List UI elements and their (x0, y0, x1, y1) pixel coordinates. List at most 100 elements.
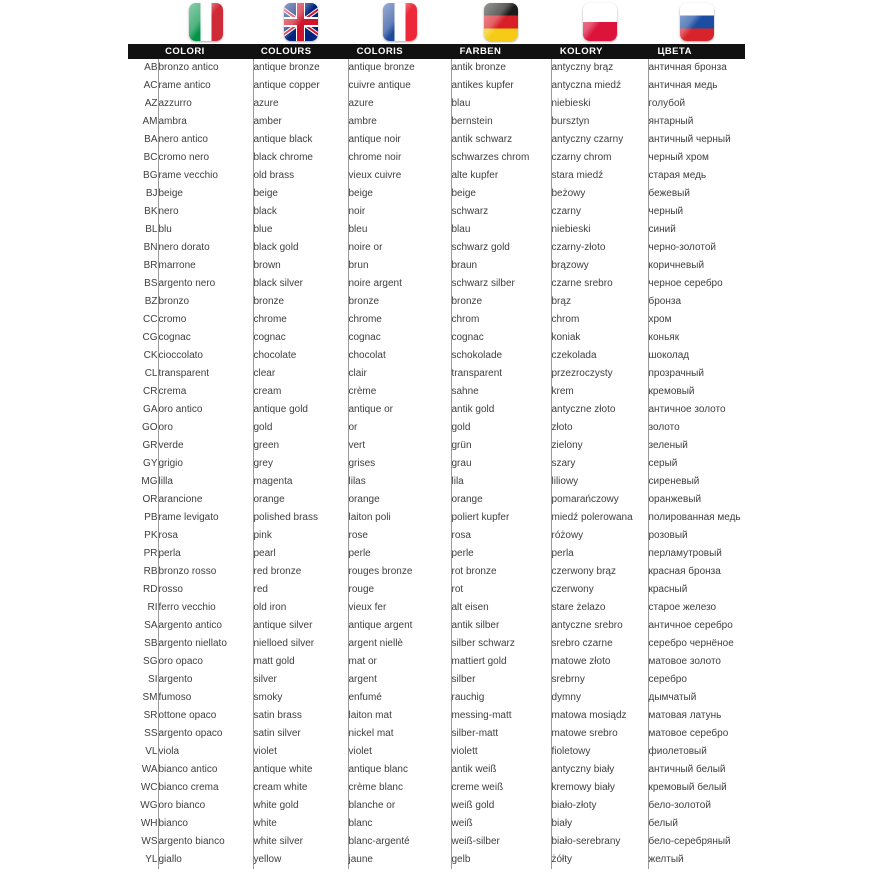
color-name-ru: янтарный (647, 113, 750, 131)
color-name-de: perle (450, 545, 551, 563)
uk-flag (283, 3, 318, 41)
color-name-it: ottone opaco (157, 707, 253, 725)
color-name-ru: кремовый (647, 383, 750, 401)
color-name-it: viola (157, 743, 253, 761)
color-name-ru: античное золото (647, 401, 750, 419)
color-name-it: blu (157, 221, 253, 239)
color-name-en: antique gold (252, 401, 348, 419)
color-name-en: white gold (252, 797, 348, 815)
color-name-it: nero dorato (157, 239, 253, 257)
color-name-fr: chocolat (347, 347, 451, 365)
flag-cell-french (348, 0, 451, 44)
color-name-de: grün (450, 437, 551, 455)
color-name-fr: crème blanc (347, 779, 451, 797)
table-row: BG rame vecchio old brass vieux cuivre alte … (128, 167, 750, 185)
color-name-de: mattiert gold (450, 653, 551, 671)
color-name-it: bronzo antico (157, 59, 253, 77)
color-code: CR (143, 386, 158, 397)
color-name-pl: stare żelazo (550, 599, 648, 617)
color-name-fr: antique bronze (347, 59, 451, 77)
color-name-de: gold (450, 419, 551, 437)
color-name-en: beige (252, 185, 348, 203)
table-row: CR crema cream crème sahne krem кремовый (128, 383, 750, 401)
color-code: SI (148, 674, 158, 685)
color-name-en: black gold (252, 239, 348, 257)
color-name-pl: srebro czarne (550, 635, 648, 653)
table-row: WA bianco antico antique white antique blan… (128, 761, 750, 779)
table-row: OR arancione orange orange orange pomarańczow… (128, 491, 750, 509)
color-name-en: satin silver (252, 725, 348, 743)
color-name-de: schwarz gold (450, 239, 551, 257)
color-name-pl: bursztyn (550, 113, 648, 131)
color-name-en: pink (252, 527, 348, 545)
color-name-pl: złoto (550, 419, 648, 437)
color-name-ru: золото (647, 419, 750, 437)
table-row: PK rosa pink rose rosa różowy розовый (128, 527, 750, 545)
table-row: GR verde green vert grün zielony зеленый (128, 437, 750, 455)
color-name-ru: синий (647, 221, 750, 239)
color-name-de: braun (450, 257, 551, 275)
color-name-pl: czarny (550, 203, 648, 221)
color-name-it: argento (157, 671, 253, 689)
color-name-en: black chrome (252, 149, 348, 167)
color-code: BK (144, 206, 158, 217)
color-name-en: cognac (252, 329, 348, 347)
color-name-en: cream white (252, 779, 348, 797)
color-name-pl: pomarańczowy (550, 491, 648, 509)
color-name-pl: matowa mosiądz (550, 707, 648, 725)
color-name-fr: laiton mat (347, 707, 451, 725)
color-name-it: ferro vecchio (157, 599, 253, 617)
color-name-fr: orange (347, 491, 451, 509)
header-kolory: KOLORY (559, 46, 603, 57)
color-name-it: bronzo rosso (157, 563, 253, 581)
color-name-it: cognac (157, 329, 253, 347)
color-code: PR (143, 548, 158, 559)
color-name-en: antique white (252, 761, 348, 779)
color-name-fr: antique noir (347, 131, 451, 149)
color-name-en: antique black (252, 131, 348, 149)
color-code: WC (140, 782, 158, 793)
color-name-fr: noir (347, 203, 451, 221)
color-name-pl: stara miedź (550, 167, 648, 185)
header-code-column (128, 44, 155, 59)
color-name-fr: brun (347, 257, 451, 275)
table-row: GO oro gold or gold złoto золото (128, 419, 750, 437)
color-name-de: lila (450, 473, 551, 491)
table-row: BZ bronzo bronze bronze bronze brąz бронза (128, 293, 750, 311)
color-name-ru: прозрачный (647, 365, 750, 383)
color-name-fr: nickel mat (347, 725, 451, 743)
color-name-fr: chrome noir (347, 149, 451, 167)
color-name-en: nielloed silver (252, 635, 348, 653)
color-name-fr: perle (347, 545, 451, 563)
table-body: AB bronzo antico antique bronze antique bro… (128, 59, 750, 869)
color-name-de: schokolade (450, 347, 551, 365)
color-name-de: transparent (450, 365, 551, 383)
color-code: AM (142, 116, 158, 127)
color-name-pl: biało-serebrany (550, 833, 648, 851)
color-name-it: nero (157, 203, 253, 221)
color-name-fr: bronze (347, 293, 451, 311)
color-name-it: argento antico (157, 617, 253, 635)
color-name-de: antik weiß (450, 761, 551, 779)
color-name-ru: зеленый (647, 437, 750, 455)
color-name-ru: коньяк (647, 329, 750, 347)
color-name-fr: bleu (347, 221, 451, 239)
color-name-de: weiß gold (450, 797, 551, 815)
color-name-ru: античный черный (647, 131, 750, 149)
color-name-fr: mat or (347, 653, 451, 671)
color-name-pl: czarny chrom (550, 149, 648, 167)
color-name-de: blau (450, 221, 551, 239)
color-code: BC (143, 152, 158, 163)
color-code: PB (144, 512, 158, 523)
color-code: RD (143, 584, 158, 595)
color-name-it: giallo (157, 851, 253, 869)
color-name-it: ambra (157, 113, 253, 131)
color-name-it: cromo nero (157, 149, 253, 167)
table-row: BL blu blue bleu blau niebieski синий (128, 221, 750, 239)
color-name-de: silber (450, 671, 551, 689)
table-row: AC rame antico antique copper cuivre antiqu… (128, 77, 750, 95)
color-name-fr: blanche or (347, 797, 451, 815)
color-name-en: red (252, 581, 348, 599)
poland-flag (582, 3, 617, 41)
table-row: YL giallo yellow jaune gelb żółty желтый (128, 851, 750, 869)
